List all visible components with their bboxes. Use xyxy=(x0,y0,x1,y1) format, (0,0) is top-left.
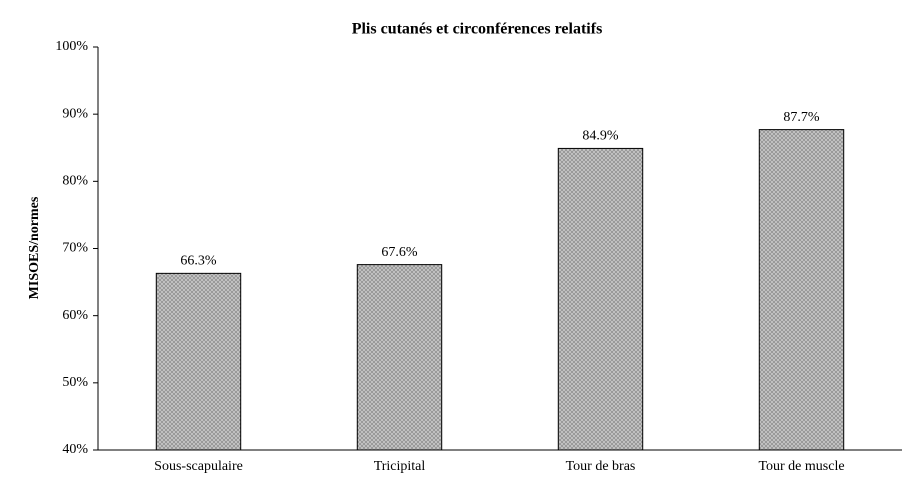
data-label: 87.7% xyxy=(783,110,820,125)
y-tick-label: 100% xyxy=(55,39,88,54)
y-tick-label: 40% xyxy=(62,442,88,457)
data-label: 67.6% xyxy=(381,245,418,260)
x-tick-label: Tour de muscle xyxy=(758,459,844,474)
bar xyxy=(557,147,644,451)
data-label: 84.9% xyxy=(582,129,619,144)
y-tick-label: 90% xyxy=(62,106,88,121)
data-label: 66.3% xyxy=(180,254,217,269)
chart-title: Plis cutanés et circonférences relatifs xyxy=(352,21,603,38)
bar xyxy=(758,129,845,451)
bar xyxy=(155,272,242,451)
bar xyxy=(356,264,443,451)
y-tick-label: 80% xyxy=(62,174,88,189)
y-tick-label: 60% xyxy=(62,308,88,323)
x-tick-label: Tricipital xyxy=(374,459,426,474)
y-tick-label: 50% xyxy=(62,375,88,390)
x-tick-label: Tour de bras xyxy=(566,459,636,474)
x-tick-label: Sous-scapulaire xyxy=(154,459,243,474)
y-axis-label: MISOES/normes xyxy=(27,196,42,299)
y-tick-label: 70% xyxy=(62,241,88,256)
